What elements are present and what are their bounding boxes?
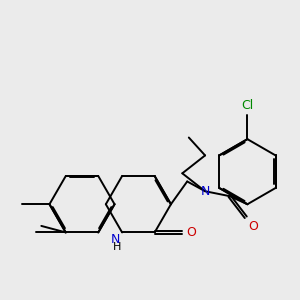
- Text: H: H: [113, 242, 122, 253]
- Text: O: O: [248, 220, 258, 233]
- Text: Cl: Cl: [241, 99, 254, 112]
- Text: N: N: [200, 185, 210, 198]
- Text: N: N: [111, 233, 121, 246]
- Text: O: O: [186, 226, 196, 239]
